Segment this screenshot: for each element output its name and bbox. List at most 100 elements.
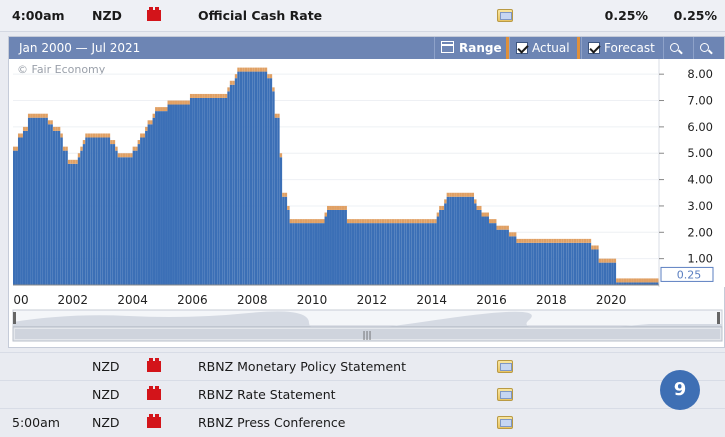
forecast-bar xyxy=(336,205,340,210)
forecast-bar xyxy=(573,238,577,243)
actual-bar xyxy=(307,223,310,285)
forecast-bar xyxy=(170,100,173,105)
forecast-bar xyxy=(613,258,617,263)
actual-bar xyxy=(32,117,36,286)
actual-bar xyxy=(498,229,502,285)
forecast-bar xyxy=(451,192,455,197)
actual-bar xyxy=(82,144,86,285)
actual-bar xyxy=(561,242,564,285)
forecast-bar xyxy=(214,93,218,98)
forecast-bar xyxy=(282,192,285,197)
actual-bar xyxy=(322,223,325,285)
forecast-bar xyxy=(317,219,320,224)
actual-bar xyxy=(399,223,402,285)
x-tick-label: 2010 xyxy=(297,293,328,307)
forecast-bar xyxy=(72,159,76,164)
event-row-press-conference[interactable]: 5:00am NZD RBNZ Press Conference xyxy=(0,408,725,432)
x-tick-label: 2018 xyxy=(536,293,567,307)
forecast-bar xyxy=(454,192,457,197)
forecast-bar xyxy=(130,153,133,158)
actual-bar xyxy=(616,282,619,285)
actual-bar xyxy=(137,144,141,285)
forecast-bar xyxy=(312,219,315,224)
actual-bar xyxy=(426,223,430,285)
actual-bar xyxy=(65,150,68,285)
folder-icon[interactable] xyxy=(497,409,513,437)
event-title[interactable]: RBNZ Rate Statement xyxy=(198,387,336,402)
actual-bar xyxy=(22,130,26,285)
actual-bar xyxy=(70,163,73,285)
forecast-bar xyxy=(222,93,225,98)
forecast-bar xyxy=(234,74,238,79)
actual-bar xyxy=(431,223,435,285)
actual-bar xyxy=(110,144,113,285)
event-title[interactable]: Official Cash Rate xyxy=(198,8,323,23)
forecast-bar xyxy=(461,192,465,197)
magnifier-icon xyxy=(700,42,709,52)
forecast-bar xyxy=(145,126,148,131)
actual-bar xyxy=(626,282,629,285)
actual-toggle[interactable]: Actual xyxy=(509,37,579,59)
actual-bar xyxy=(451,196,455,285)
folder-icon[interactable] xyxy=(497,353,513,381)
forecast-bar xyxy=(596,245,599,250)
forecast-bar xyxy=(167,100,170,105)
actual-bar xyxy=(224,97,228,285)
forecast-bar xyxy=(209,93,213,98)
actual-bar xyxy=(573,242,577,285)
forecast-bar xyxy=(494,219,497,224)
actual-bar xyxy=(177,104,180,285)
event-row-rate-statement[interactable]: NZD RBNZ Rate Statement xyxy=(0,380,725,408)
actual-bar xyxy=(147,124,151,285)
forecast-bar xyxy=(513,232,517,237)
folder-icon[interactable] xyxy=(497,381,513,409)
notification-badge[interactable]: 9 xyxy=(660,370,700,410)
event-title[interactable]: RBNZ Press Conference xyxy=(198,415,346,430)
forecast-bar xyxy=(227,87,230,92)
zoom-out-button[interactable] xyxy=(663,37,693,59)
actual-bar xyxy=(60,137,63,285)
actual-bar xyxy=(45,117,48,286)
forecast-bar xyxy=(374,219,377,224)
forecast-bar xyxy=(576,238,579,243)
event-row-official-cash-rate[interactable]: 4:00am NZD Official Cash Rate 0.25% 0.25… xyxy=(0,0,725,32)
actual-bar xyxy=(421,223,425,285)
actual-bar xyxy=(40,117,43,286)
actual-bar xyxy=(20,137,23,285)
actual-bar xyxy=(346,223,350,285)
forecast-bar xyxy=(332,205,335,210)
y-tick-label: 8.00 xyxy=(687,67,713,81)
actual-bar xyxy=(187,104,190,285)
forecast-bar xyxy=(40,113,43,118)
forecast-bar xyxy=(224,93,228,98)
actual-bar xyxy=(174,104,178,285)
forecast-bar xyxy=(122,153,126,158)
actual-bar xyxy=(489,223,492,285)
actual-bar xyxy=(406,223,410,285)
actual-bar xyxy=(376,223,380,285)
event-title[interactable]: RBNZ Monetary Policy Statement xyxy=(198,359,406,374)
forecast-bar xyxy=(466,192,470,197)
forecast-bar xyxy=(329,205,332,210)
actual-bar xyxy=(528,242,532,285)
forecast-bar xyxy=(444,199,447,204)
actual-bar xyxy=(361,223,365,285)
forecast-toggle[interactable]: Forecast xyxy=(581,37,661,59)
range-button[interactable]: Range xyxy=(434,37,507,59)
zoom-in-button[interactable] xyxy=(693,37,725,59)
actual-bar xyxy=(449,196,452,285)
event-row-monetary-policy[interactable]: NZD RBNZ Monetary Policy Statement xyxy=(0,352,725,380)
actual-bar xyxy=(229,84,233,285)
actual-bar xyxy=(52,130,56,285)
actual-bar xyxy=(466,196,470,285)
folder-icon[interactable] xyxy=(497,0,513,32)
actual-bar xyxy=(122,157,126,285)
forecast-bar xyxy=(439,205,442,210)
forecast-bar xyxy=(155,107,158,112)
actual-bar xyxy=(486,216,489,285)
actual-bar xyxy=(401,223,405,285)
actual-bar xyxy=(484,216,487,285)
actual-bar xyxy=(419,223,422,285)
forecast-bar xyxy=(102,133,106,138)
actual-bar xyxy=(608,262,612,285)
